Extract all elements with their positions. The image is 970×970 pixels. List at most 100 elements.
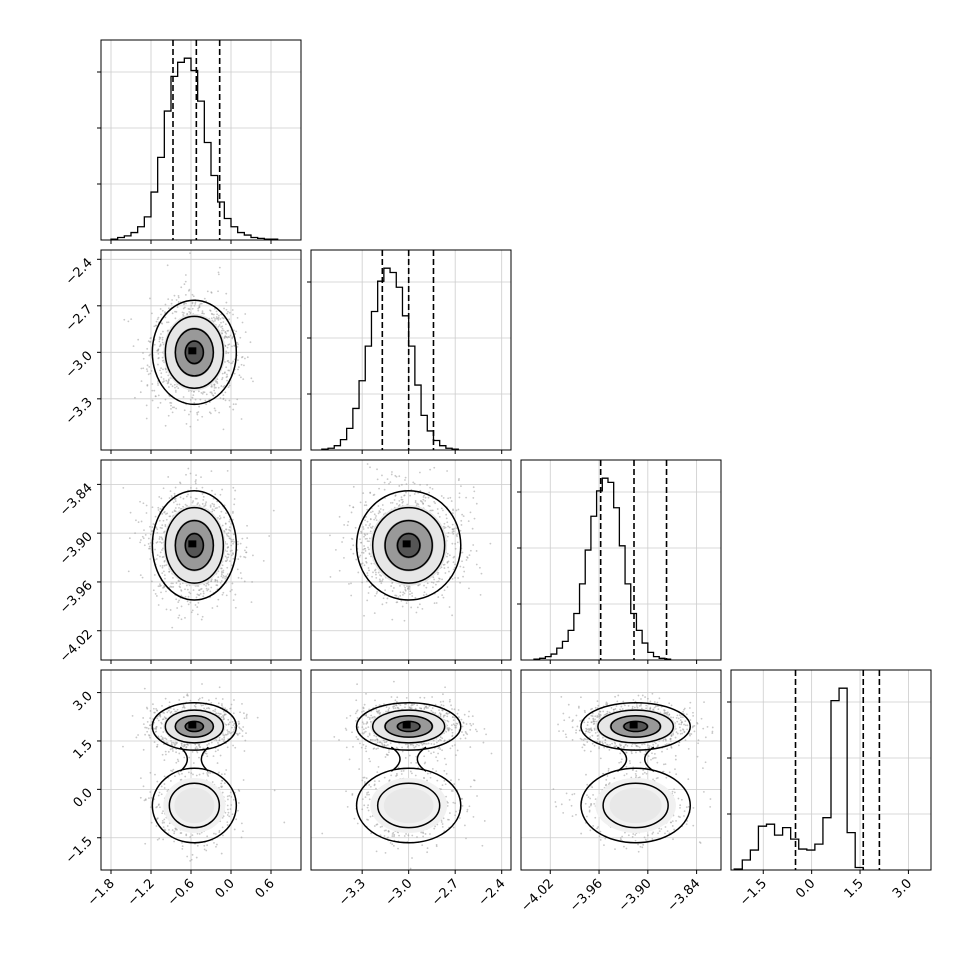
sample-point: [228, 336, 231, 339]
sample-point: [216, 579, 219, 582]
sample-point: [162, 381, 164, 383]
sample-point: [426, 483, 429, 486]
sample-point: [218, 505, 221, 508]
sample-point: [169, 401, 172, 404]
sample-point: [172, 576, 174, 579]
sample-point: [445, 517, 448, 520]
sample-point: [220, 773, 223, 776]
sample-point: [446, 586, 449, 588]
sample-point: [171, 829, 174, 831]
sample-point: [234, 606, 237, 609]
sample-point: [190, 611, 193, 614]
sample-point: [407, 587, 409, 590]
sample-point: [178, 503, 181, 506]
sample-point: [161, 359, 164, 362]
sample-point: [226, 746, 229, 749]
sample-point: [225, 301, 228, 304]
sample-point: [185, 454, 187, 456]
sample-point: [223, 714, 226, 717]
sample-point: [191, 293, 194, 296]
sample-point: [211, 385, 213, 388]
sample-point: [360, 541, 363, 544]
sample-point: [213, 509, 216, 512]
sample-point: [196, 606, 199, 608]
sample-point: [222, 386, 225, 388]
sample-point: [162, 587, 164, 589]
sample-point: [184, 595, 187, 598]
sample-point: [159, 308, 162, 310]
sample-point: [224, 555, 227, 558]
sample-point: [215, 317, 218, 320]
sample-point: [162, 570, 165, 573]
sample-point: [141, 535, 144, 538]
sample-point: [161, 537, 164, 540]
sample-point: [183, 409, 186, 412]
sample-point: [131, 715, 134, 717]
sample-point: [172, 501, 175, 504]
sample-point: [225, 335, 227, 338]
sample-point: [161, 566, 164, 569]
sample-point: [174, 500, 177, 502]
sample-point: [210, 580, 213, 582]
sample-point: [230, 554, 233, 557]
sample-point: [165, 518, 168, 521]
sample-point: [460, 524, 463, 526]
sample-point: [174, 497, 177, 500]
sample-point: [143, 529, 145, 532]
sample-point: [168, 709, 170, 712]
sample-point: [457, 577, 460, 579]
sample-point: [227, 730, 229, 733]
sample-point: [222, 428, 225, 431]
sample-point: [192, 394, 195, 397]
sample-point: [423, 494, 425, 497]
sample-point: [229, 707, 232, 710]
sample-point: [181, 847, 184, 850]
sample-point: [166, 825, 169, 827]
sample-point: [404, 586, 407, 589]
sample-point: [202, 772, 205, 775]
sample-point: [151, 383, 154, 385]
sample-point: [153, 574, 156, 576]
sample-point: [223, 307, 225, 310]
sample-point: [218, 411, 221, 414]
sample-point: [156, 838, 159, 841]
sample-point: [172, 586, 175, 588]
sample-point: [161, 753, 164, 756]
sample-point: [173, 383, 176, 386]
sample-point: [405, 491, 407, 494]
sample-point: [178, 752, 181, 755]
sample-point: [448, 606, 451, 608]
sample-point: [218, 515, 221, 517]
sample-point: [246, 537, 249, 539]
sample-point: [409, 593, 411, 596]
sample-point: [134, 532, 136, 535]
sample-point: [174, 317, 177, 320]
sample-point: [158, 538, 161, 540]
sample-point: [213, 386, 216, 389]
sample-point: [161, 341, 164, 344]
sample-point: [185, 584, 188, 587]
sample-point: [170, 404, 172, 407]
sample-point: [246, 524, 248, 527]
sample-point: [154, 592, 157, 595]
histogram-step-line: [321, 267, 459, 450]
sample-point: [169, 377, 172, 379]
sample-point: [226, 375, 229, 378]
sample-point: [178, 614, 181, 617]
sample-point: [155, 595, 158, 597]
sample-point: [422, 594, 425, 597]
sample-point: [150, 580, 153, 583]
sample-point: [395, 475, 398, 478]
sample-point: [166, 264, 169, 267]
sample-point: [171, 385, 174, 388]
sample-point: [238, 790, 241, 792]
sample-point: [239, 542, 242, 545]
sample-point: [456, 541, 459, 544]
sample-point: [378, 580, 381, 583]
sample-point: [199, 398, 202, 401]
density-peak: [402, 540, 411, 548]
sample-point: [198, 756, 200, 759]
sample-point: [214, 386, 217, 389]
sample-point: [142, 723, 145, 725]
sample-point: [194, 480, 197, 483]
